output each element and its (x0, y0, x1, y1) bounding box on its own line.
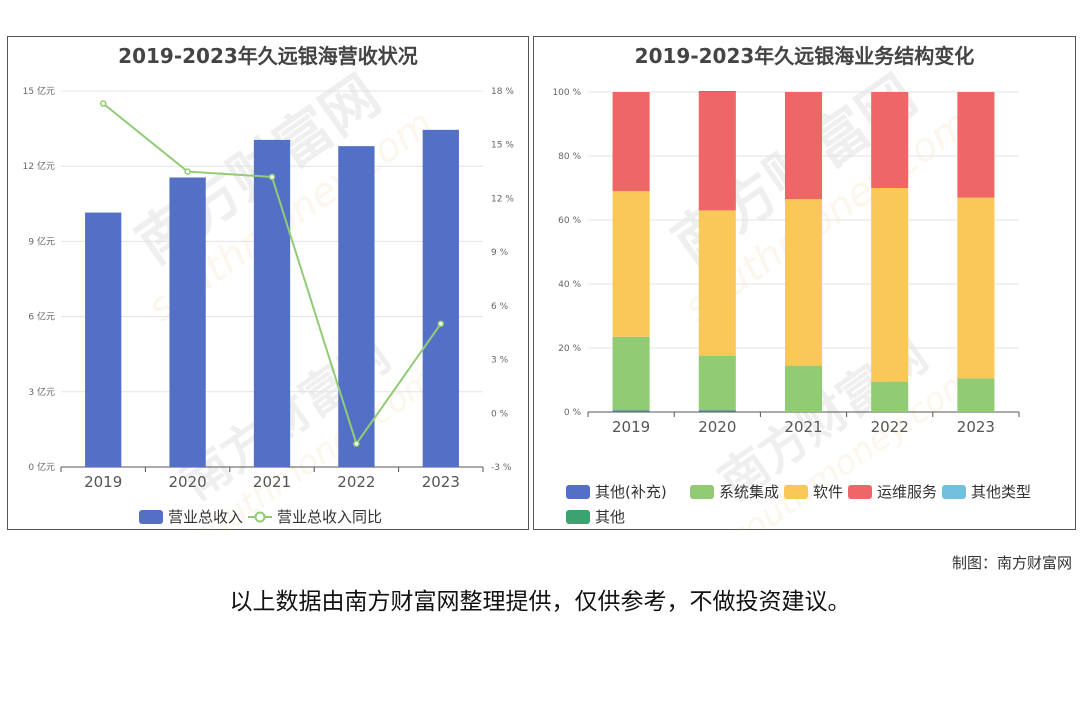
stacked-bar-segment (698, 92, 736, 211)
y-left-tick-label: 15 亿元 (23, 85, 55, 97)
revenue-chart: 南方财富网southmoney.com南方财富网southmoney.com0 … (23, 63, 515, 531)
yoy-growth-point (99, 100, 107, 107)
stacked-bar-segment (612, 336, 650, 411)
stacked-bar-segment (957, 92, 995, 198)
y-tick-label: 20 % (558, 344, 581, 354)
stacked-bar-segment (612, 191, 650, 337)
legend-circle-marker (254, 511, 266, 523)
y-tick-label: 40 % (558, 280, 581, 290)
x-tick-label: 2023 (422, 473, 460, 491)
x-tick-label: 2022 (337, 473, 375, 491)
yoy-growth-point (184, 168, 191, 175)
revenue-bar (253, 139, 291, 467)
y-tick-label: 60 % (558, 216, 581, 226)
yoy-growth-point (353, 440, 360, 447)
legend-item: 其他(补充) (566, 483, 667, 501)
stacked-bar-segment (871, 381, 909, 412)
stacked-bar-segment (871, 92, 909, 188)
stacked-bar-segment (612, 410, 650, 412)
stacked-bar-segment (698, 210, 736, 356)
y-right-tick-label: -3 % (491, 463, 512, 473)
y-right-tick-label: 3 % (491, 356, 509, 366)
y-left-tick-label: 3 亿元 (28, 386, 55, 398)
legend-swatch (690, 485, 714, 499)
x-tick-label: 2020 (169, 473, 207, 491)
y-left-tick-label: 9 亿元 (28, 235, 55, 247)
yoy-growth-point (268, 173, 276, 181)
y-tick-label: 100 % (552, 88, 581, 98)
y-right-tick-label: 0 % (491, 409, 509, 419)
legend-item: 营业总收入同比 (248, 508, 382, 526)
legend-item: 系统集成 (690, 483, 779, 501)
business-structure-chart: 南方财富网southmoney.com南方财富网southmoney.com0 … (552, 63, 1031, 531)
stacked-bar-segment (698, 91, 736, 92)
y-right-tick-label: 6 % (491, 302, 509, 312)
x-tick-label: 2021 (253, 473, 291, 491)
legend-label: 其他 (595, 508, 625, 526)
stacked-bar-segment (957, 378, 995, 412)
x-tick-label: 2023 (957, 418, 995, 436)
x-tick-label: 2019 (612, 418, 650, 436)
legend-swatch (848, 485, 872, 499)
business-structure-chart-title: 2019-2023年久远银海业务结构变化 (634, 44, 975, 68)
x-tick-label: 2019 (84, 473, 122, 491)
stacked-bar-segment (784, 92, 823, 200)
disclaimer-text: 以上数据由南方财富网整理提供，仅供参考，不做投资建议。 (229, 589, 851, 615)
y-right-tick-label: 9 % (491, 248, 509, 258)
stacked-bar-segment (871, 188, 909, 382)
stacked-bar-segment (784, 365, 823, 412)
revenue-bar (338, 146, 375, 467)
business-structure-chart-panel: 南方财富网southmoney.com南方财富网southmoney.com0 … (533, 36, 1076, 531)
legend-swatch (784, 485, 808, 499)
stacked-bar-segment (784, 199, 823, 366)
revenue-bar (422, 129, 459, 467)
legend-item: 其他 (566, 508, 625, 526)
stacked-bar-segment (698, 410, 736, 412)
x-tick-label: 2022 (871, 418, 909, 436)
y-left-tick-label: 0 亿元 (28, 461, 55, 473)
revenue-bar (169, 177, 206, 468)
x-tick-label: 2020 (698, 418, 736, 436)
y-left-tick-label: 12 亿元 (23, 160, 55, 172)
legend-item: 其他类型 (942, 483, 1031, 501)
yoy-growth-point (437, 320, 445, 328)
y-left-tick-label: 6 亿元 (28, 311, 55, 323)
legend-label: 运维服务 (877, 483, 937, 501)
legend-label: 营业总收入 (168, 508, 243, 526)
legend-label: 系统集成 (719, 483, 779, 501)
revenue-chart-title: 2019-2023年久远银海营收状况 (118, 44, 418, 68)
legend-swatch (942, 485, 966, 499)
x-tick-label: 2021 (784, 418, 822, 436)
revenue-chart-panel: 南方财富网southmoney.com南方财富网southmoney.com0 … (7, 36, 529, 531)
y-tick-label: 80 % (558, 152, 581, 162)
y-right-tick-label: 18 % (491, 87, 514, 97)
stacked-bar-segment (698, 356, 736, 411)
y-right-tick-label: 12 % (491, 194, 514, 204)
legend-item: 营业总收入 (139, 508, 243, 526)
legend-label: 其他类型 (971, 483, 1031, 501)
chart-credit: 制图：南方财富网 (951, 554, 1072, 572)
legend-label: 营业总收入同比 (277, 508, 382, 526)
legend-label: 软件 (813, 483, 843, 501)
legend-item: 运维服务 (848, 483, 937, 501)
stacked-bar-segment (957, 197, 995, 379)
legend-swatch (566, 485, 590, 499)
legend-item: 软件 (784, 483, 843, 501)
legend-label: 其他(补充) (595, 483, 667, 501)
revenue-bar (85, 212, 122, 467)
legend-swatch (566, 510, 590, 524)
y-right-tick-label: 15 % (491, 141, 514, 151)
legend-swatch (139, 510, 163, 524)
y-tick-label: 0 % (564, 408, 582, 418)
stacked-bar-segment (612, 92, 650, 192)
